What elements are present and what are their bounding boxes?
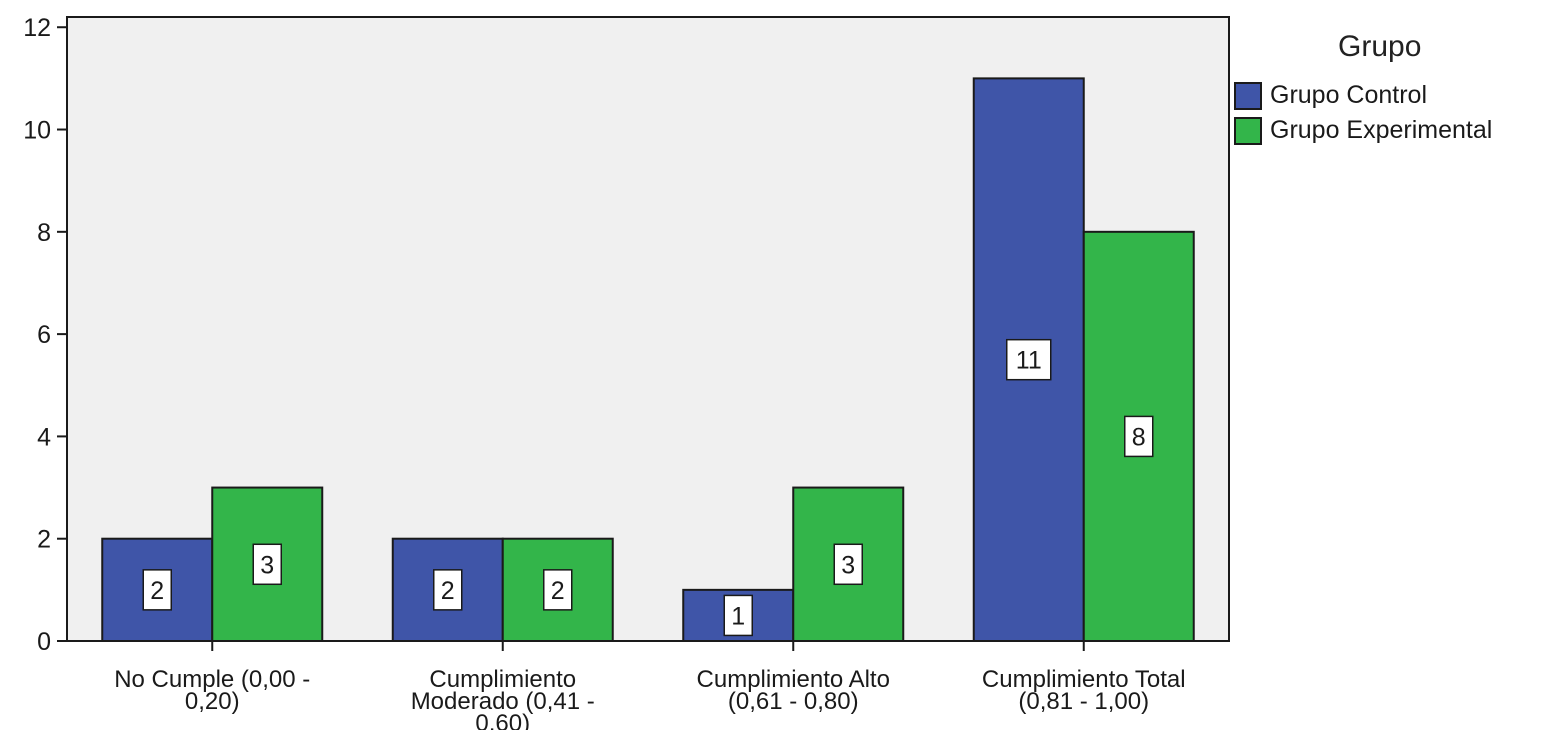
data-label: 8 (1132, 423, 1146, 451)
data-label-box (723, 594, 753, 637)
data-label: 2 (441, 577, 455, 605)
legend: Grupo Grupo Control Grupo Experimental (1234, 30, 1544, 148)
y-tick-label: 10 (23, 117, 51, 145)
data-label-box (252, 543, 282, 586)
data-label-box (543, 569, 573, 611)
y-tick-label: 12 (23, 14, 51, 42)
data-label: 3 (260, 551, 274, 579)
data-label: 2 (150, 577, 164, 605)
data-label-box (833, 543, 863, 586)
data-label-box (1006, 338, 1052, 381)
legend-label-control: Grupo Control (1270, 81, 1428, 109)
data-labels: 2 3 2 2 1 3 11 8 (142, 338, 1154, 637)
x-tick-label: Cumplimiento Alto (697, 666, 890, 693)
y-tick-label: 0 (37, 628, 51, 656)
legend-item-control: Grupo Control (1234, 78, 1544, 113)
legend-swatch-experimental (1234, 116, 1262, 145)
legend-label-experimental: Grupo Experimental (1270, 116, 1493, 144)
data-label-box (433, 569, 463, 611)
y-tick-label: 2 (37, 526, 51, 554)
data-label: 1 (731, 602, 745, 630)
y-axis: 0 2 4 6 8 10 12 (23, 14, 67, 656)
x-tick-label: (0,81 - 1,00) (1018, 688, 1149, 715)
data-label: 2 (551, 577, 565, 605)
x-tick-label: No Cumple (0,00 - (114, 666, 310, 693)
x-tick-label: 0,20) (185, 688, 240, 715)
bars (101, 77, 1195, 643)
x-axis: No Cumple (0,00 -0,20) CumplimientoModera… (114, 641, 1186, 730)
legend-swatch-control (1234, 81, 1262, 110)
data-label-box (142, 569, 172, 611)
x-tick-label: Cumplimiento Total (982, 666, 1186, 693)
x-tick-label: Cumplimiento (429, 666, 576, 693)
legend-title: Grupo (1338, 30, 1422, 63)
bar (792, 486, 905, 642)
y-tick-label: 6 (37, 321, 51, 349)
x-tick-label: (0,61 - 0,80) (728, 688, 859, 715)
y-tick-label: 4 (37, 423, 51, 451)
data-label: 11 (1016, 347, 1042, 375)
x-tick-label: Moderado (0,41 - (411, 688, 595, 715)
data-label: 3 (841, 551, 855, 579)
legend-item-experimental: Grupo Experimental (1234, 113, 1544, 148)
data-label-box (1124, 415, 1154, 458)
x-tick-label: 0,60) (475, 710, 530, 730)
y-tick-label: 8 (37, 219, 51, 247)
